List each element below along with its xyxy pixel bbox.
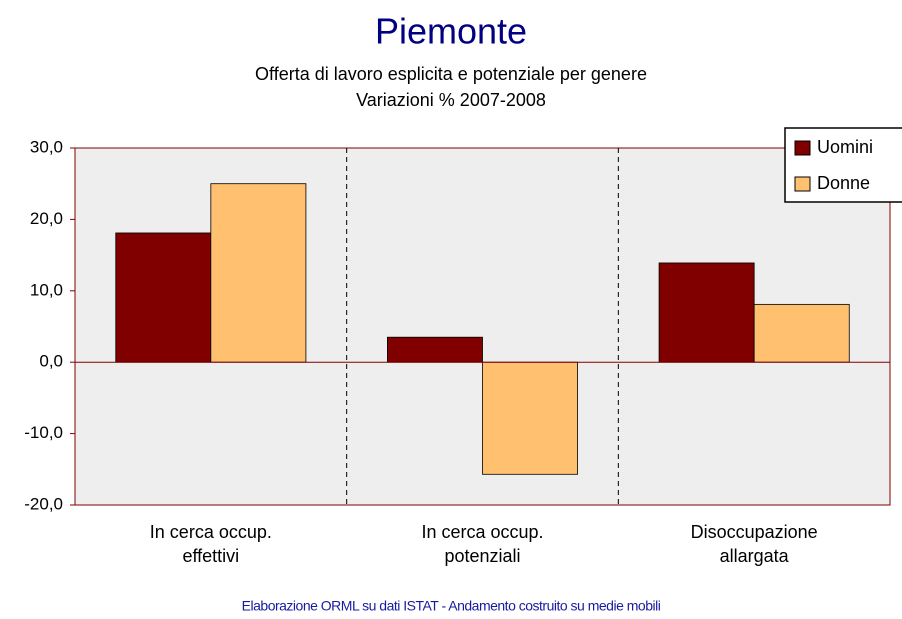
legend-label: Donne (817, 173, 870, 193)
chart-subtitle: Variazioni % 2007-2008 (356, 90, 546, 110)
chart-title: Piemonte (375, 11, 527, 52)
bar (387, 336, 483, 363)
bar (658, 262, 755, 363)
y-tick-label: 30,0 (30, 137, 63, 156)
x-tick-label: Disoccupazione allargata (690, 522, 818, 566)
bar (210, 183, 307, 363)
y-tick-label: 20,0 (30, 209, 63, 228)
footer: Elaborazione ORML su dati ISTAT - Andame… (242, 598, 661, 614)
legend-label: Uomini (817, 137, 873, 157)
x-tick-label: In cerca occup. effettivi (149, 522, 272, 566)
x-tick-label: In cerca occup. potenziali (421, 522, 544, 566)
legend-swatch (794, 176, 811, 192)
y-tick-label: -10,0 (24, 423, 63, 442)
y-tick-label: 0,0 (39, 352, 63, 371)
bar (753, 303, 850, 363)
bar (482, 361, 578, 475)
legend-swatch (794, 140, 811, 156)
chart-subtitle: Offerta di lavoro esplicita e potenziale… (255, 64, 647, 84)
y-tick-label: -20,0 (24, 494, 63, 513)
y-tick-label: 10,0 (30, 280, 63, 299)
bar (115, 232, 212, 363)
